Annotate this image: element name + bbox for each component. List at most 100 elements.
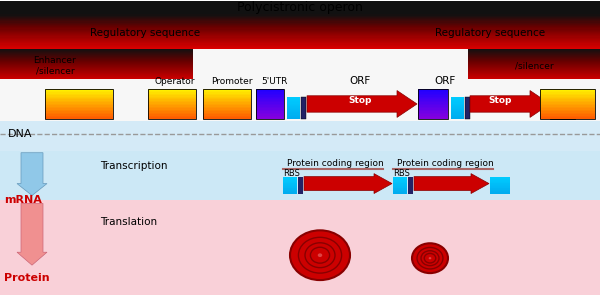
Bar: [540, 98, 595, 99]
Text: Operator: Operator: [155, 77, 195, 86]
Text: Regulatory sequence: Regulatory sequence: [90, 28, 200, 38]
Bar: [298, 177, 303, 194]
Bar: [550, 104, 575, 106]
Bar: [256, 92, 284, 94]
Bar: [468, 75, 600, 76]
Bar: [468, 77, 600, 78]
Text: 5'UTR: 5'UTR: [261, 77, 287, 86]
Bar: [256, 102, 284, 104]
Bar: [0, 74, 193, 75]
Bar: [468, 62, 600, 63]
Text: Promoter: Promoter: [211, 77, 253, 86]
Bar: [0, 17, 600, 18]
Bar: [148, 98, 196, 99]
Bar: [203, 94, 251, 95]
Bar: [148, 95, 196, 96]
Bar: [148, 104, 196, 106]
Bar: [393, 190, 407, 191]
Bar: [550, 99, 575, 101]
Bar: [0, 45, 600, 46]
Bar: [468, 53, 600, 54]
Bar: [0, 63, 193, 64]
Bar: [418, 112, 448, 113]
Bar: [45, 98, 113, 99]
Bar: [550, 92, 575, 94]
Bar: [301, 97, 306, 119]
Bar: [0, 78, 193, 79]
Bar: [0, 1, 600, 14]
Bar: [451, 117, 464, 118]
Bar: [418, 113, 448, 114]
Bar: [550, 117, 575, 119]
Ellipse shape: [290, 230, 350, 280]
Bar: [45, 101, 113, 102]
Bar: [0, 1, 600, 136]
Bar: [468, 66, 600, 67]
Ellipse shape: [428, 257, 431, 259]
Bar: [540, 109, 595, 110]
Bar: [148, 99, 196, 101]
Bar: [0, 32, 600, 33]
Bar: [148, 106, 196, 107]
Bar: [393, 192, 407, 193]
Bar: [451, 116, 464, 117]
Bar: [203, 116, 251, 117]
Bar: [148, 92, 196, 94]
Bar: [45, 116, 113, 117]
Bar: [45, 89, 113, 119]
Bar: [0, 71, 193, 72]
Bar: [468, 74, 600, 75]
Bar: [468, 69, 600, 70]
Bar: [468, 59, 600, 60]
Bar: [451, 97, 464, 98]
FancyArrow shape: [17, 153, 47, 196]
Bar: [203, 91, 251, 92]
Bar: [256, 116, 284, 117]
Bar: [490, 191, 510, 192]
Bar: [550, 114, 575, 116]
Bar: [451, 110, 464, 111]
Bar: [148, 107, 196, 109]
Bar: [203, 114, 251, 116]
Bar: [0, 59, 193, 60]
Bar: [256, 91, 284, 92]
Bar: [283, 180, 297, 181]
Bar: [393, 182, 407, 183]
Bar: [0, 33, 600, 34]
Bar: [287, 117, 300, 118]
Bar: [203, 96, 251, 98]
Bar: [45, 117, 113, 119]
FancyArrow shape: [414, 174, 489, 194]
Bar: [148, 114, 196, 116]
Bar: [451, 108, 464, 109]
Bar: [490, 178, 510, 179]
Bar: [283, 187, 297, 188]
Bar: [0, 76, 193, 77]
Bar: [148, 94, 196, 95]
Bar: [203, 98, 251, 99]
Bar: [0, 31, 600, 32]
Bar: [550, 102, 575, 104]
Bar: [203, 113, 251, 114]
Bar: [0, 55, 193, 56]
Bar: [283, 186, 297, 187]
Bar: [45, 109, 113, 110]
Bar: [0, 48, 600, 49]
Bar: [418, 91, 448, 92]
Bar: [256, 98, 284, 99]
Bar: [256, 89, 284, 91]
Bar: [408, 177, 413, 194]
Bar: [490, 182, 510, 183]
Bar: [287, 114, 300, 116]
Bar: [0, 67, 193, 68]
Bar: [468, 51, 600, 52]
Bar: [287, 101, 300, 102]
Bar: [451, 112, 464, 113]
Bar: [468, 55, 600, 56]
Bar: [256, 117, 284, 119]
Bar: [540, 89, 595, 91]
Bar: [283, 189, 297, 190]
Bar: [148, 89, 196, 119]
Bar: [148, 113, 196, 114]
Bar: [393, 181, 407, 182]
